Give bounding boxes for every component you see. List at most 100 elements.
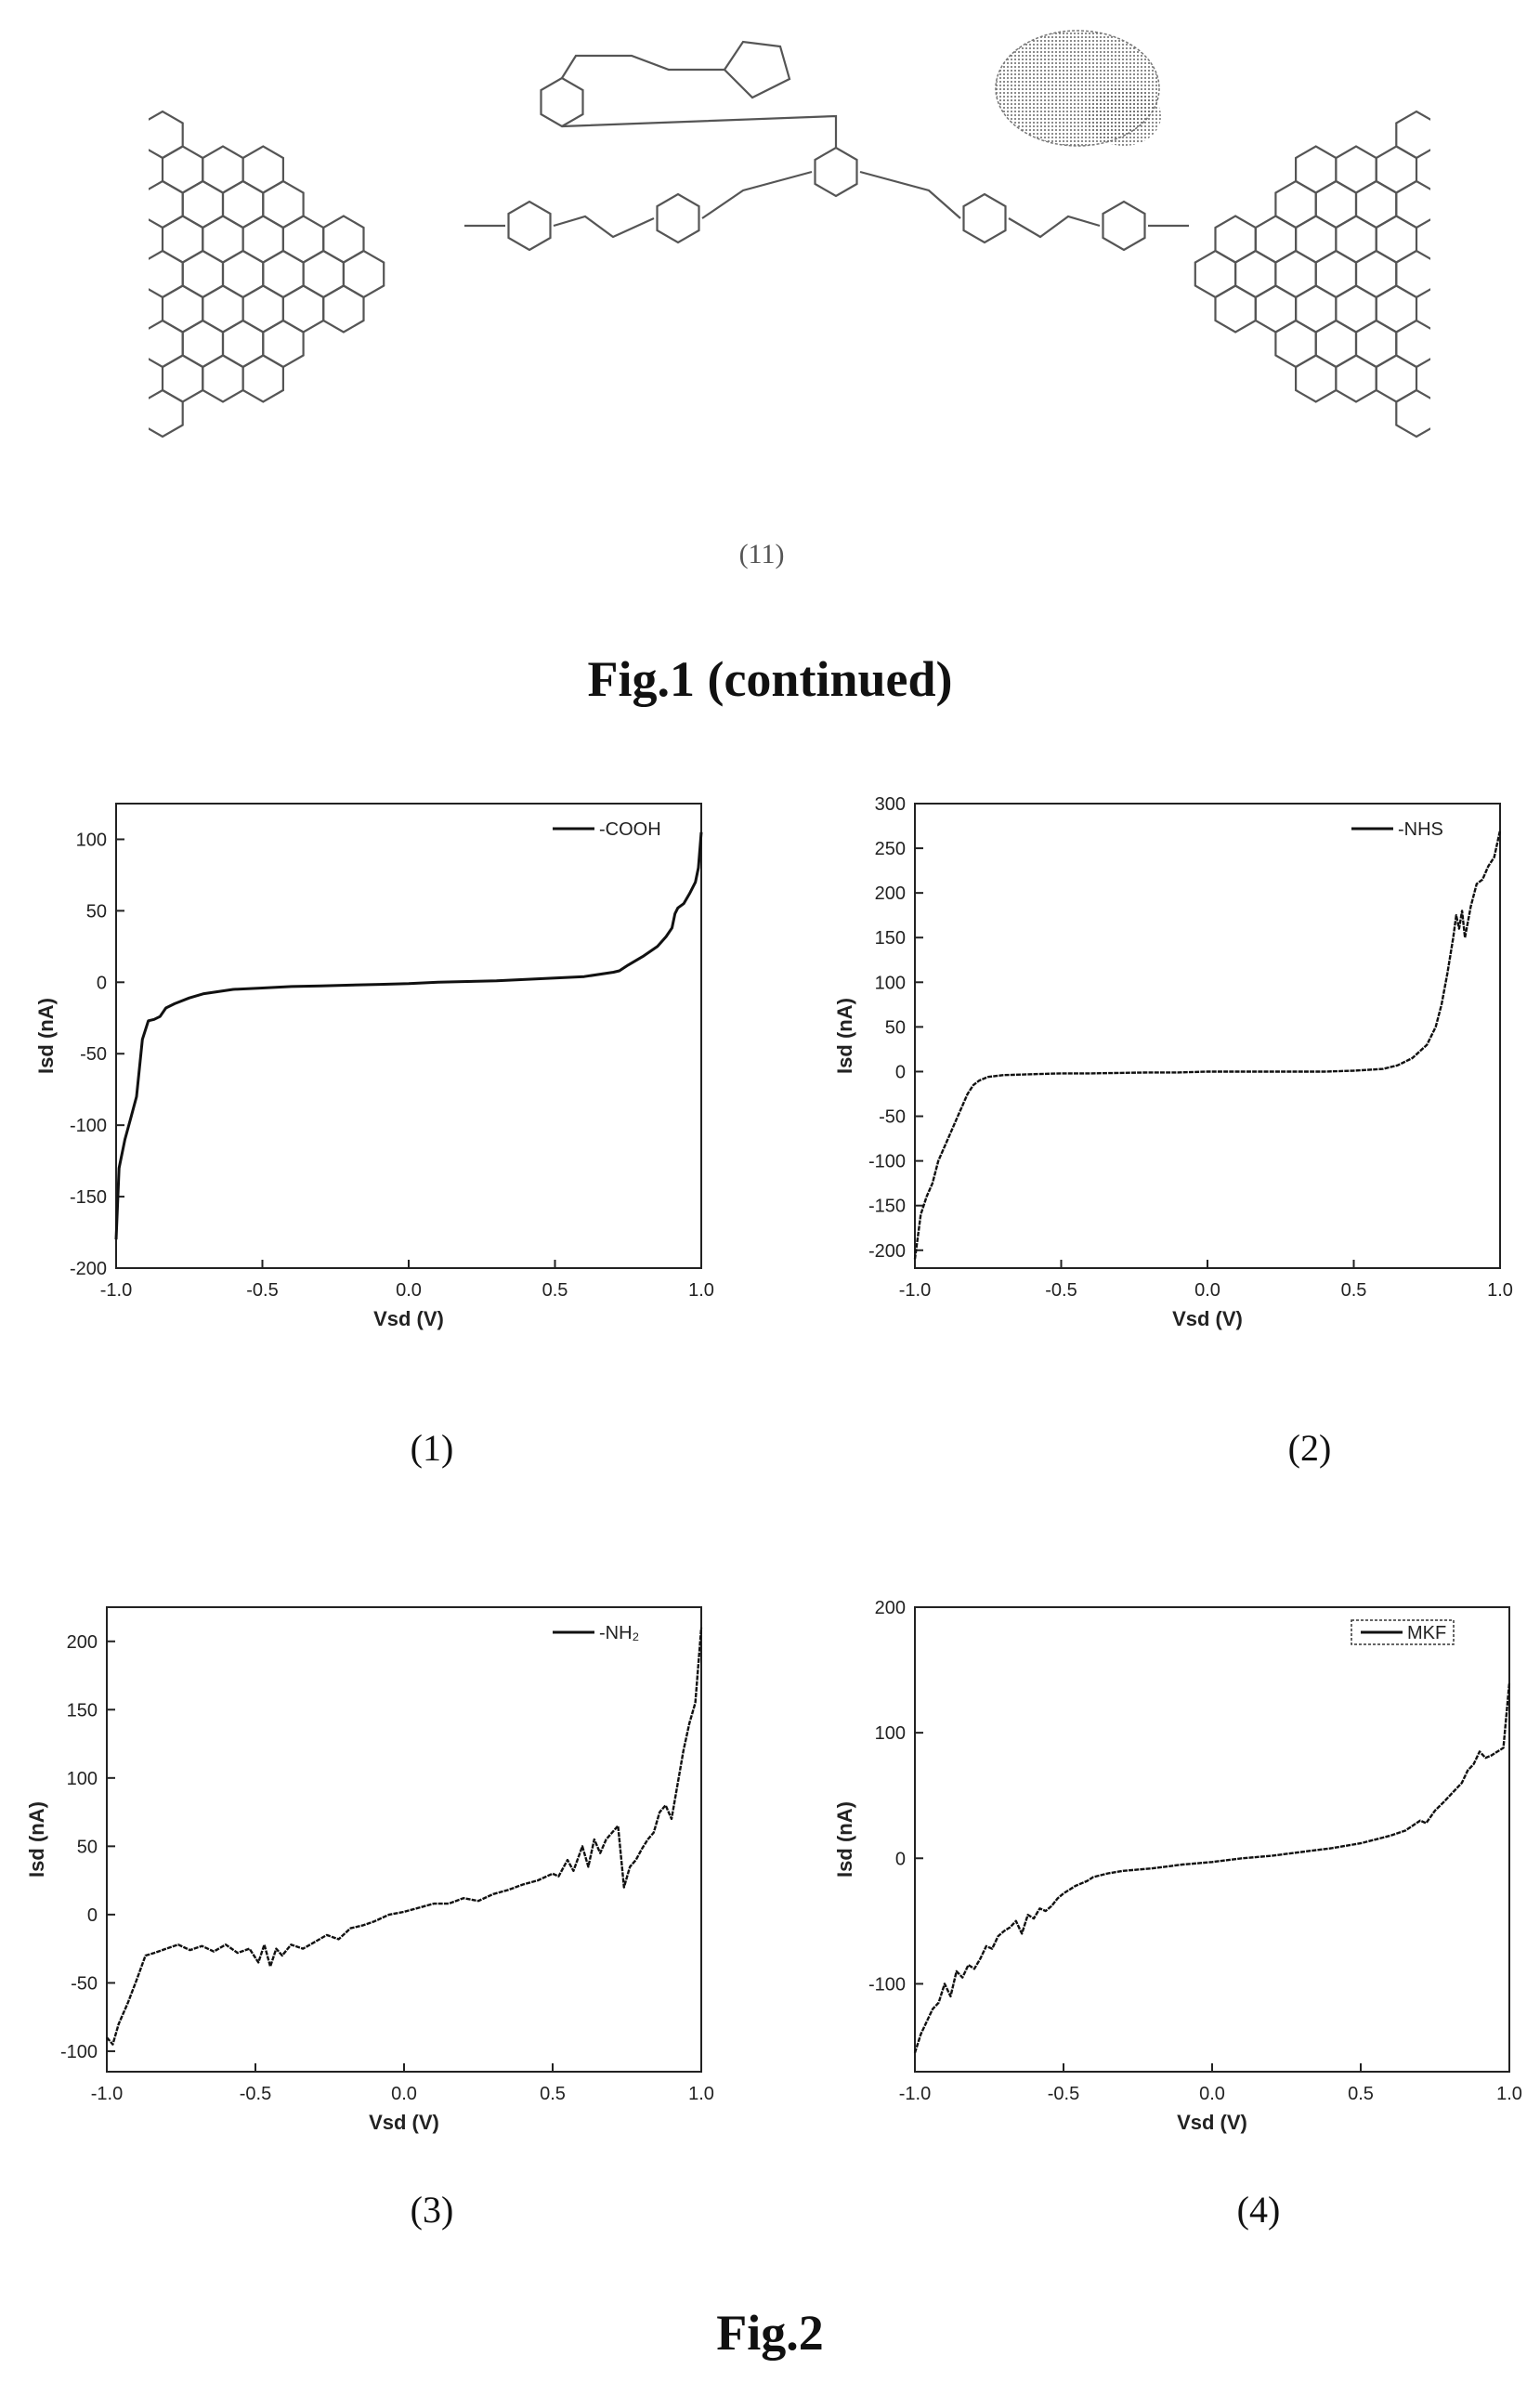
- x-tick-label: 0.5: [540, 2084, 566, 2104]
- graphene-sheet-right: [1194, 110, 1430, 438]
- graphene-sheet-left: [149, 110, 385, 438]
- y-tick-label: 100: [875, 1723, 906, 1744]
- iv-chart-1: -1.0 -0.5 0.0 0.5 1.0 -200 -150 -100 -50 0 50 100 Vs…: [34, 803, 714, 1330]
- legend-entry: MKF: [1407, 1623, 1446, 1643]
- plot-frame: [914, 803, 1501, 1269]
- aromatic-ring: [1395, 319, 1430, 369]
- x-tick-label: 1.0: [1487, 1280, 1513, 1301]
- x-tick-label: 1.0: [1496, 2084, 1522, 2104]
- aromatic-ring: [1395, 110, 1430, 160]
- y-tick-label: 0: [97, 973, 107, 993]
- iv-chart-2: -1.0 -0.5 0.0 0.5 1.0 -200 -150 -100 -50 0 50 100 15…: [833, 794, 1513, 1330]
- y-tick-label: -150: [70, 1187, 107, 1208]
- y-tick-label: -150: [868, 1197, 906, 1217]
- y-tick-label: 250: [875, 839, 906, 859]
- ether-bond: [561, 114, 838, 148]
- aromatic-ring: [149, 319, 184, 369]
- ether-bond: [701, 170, 813, 219]
- plot-frame: [106, 1606, 702, 2073]
- y-tick-label: 100: [875, 973, 906, 993]
- y-tick-label: 150: [875, 928, 906, 949]
- y-tick-label: -100: [868, 1152, 906, 1172]
- x-tick-label: -1.0: [899, 1280, 931, 1301]
- y-tick-label: -200: [868, 1241, 906, 1262]
- y-tick-label: 100: [67, 1769, 98, 1789]
- y-tick-label: 100: [76, 830, 107, 850]
- x-tick-label: 0.0: [396, 1280, 422, 1301]
- y-axis-label: Isd (nA): [833, 1801, 856, 1878]
- x-tick-label: -1.0: [100, 1280, 132, 1301]
- molecular-linker: [464, 40, 1189, 252]
- plot-frame: [914, 1606, 1510, 2073]
- y-tick-label: 200: [875, 1598, 906, 1618]
- fig1-caption: Fig.1 (continued): [587, 651, 953, 707]
- legend-entry: -COOH: [599, 819, 661, 840]
- panel-label-2: (2): [1287, 1427, 1332, 1469]
- y-tick-label: 300: [875, 794, 906, 815]
- x-tick-label: 0.0: [1194, 1280, 1220, 1301]
- y-tick-label: -100: [60, 2042, 98, 2062]
- aromatic-ring: [202, 354, 244, 403]
- x-tick-label: 1.0: [688, 1280, 714, 1301]
- alkyl-chain: [561, 54, 724, 79]
- panel-label-1: (1): [410, 1427, 454, 1469]
- y-axis-label: Isd (nA): [28, 1801, 48, 1878]
- x-tick-label: -0.5: [1045, 1280, 1077, 1301]
- iv-chart-3: -1.0 -0.5 0.0 0.5 1.0 -100 -50 0 50 100 150 200 Vsd …: [28, 1606, 714, 2134]
- legend-entry: -NH₂: [599, 1623, 639, 1643]
- x-tick-label: -0.5: [246, 1280, 278, 1301]
- benzene-ring: [540, 76, 584, 128]
- legend-box: [1351, 1619, 1455, 1645]
- benzene-ring: [814, 146, 858, 198]
- iv-chart-4: -1.0 -0.5 0.0 0.5 1.0 -100 0 100 200 Vsd (V) Isd (…: [833, 1598, 1522, 2134]
- aromatic-ring: [149, 249, 184, 299]
- chemical-structure: [149, 30, 1430, 438]
- x-tick-label: -1.0: [899, 2084, 931, 2104]
- aromatic-ring: [149, 179, 184, 229]
- x-tick-label: 0.0: [1199, 2084, 1225, 2104]
- amide-bond: [1008, 215, 1101, 239]
- y-tick-label: 50: [77, 1837, 98, 1857]
- x-tick-label: 0.5: [542, 1280, 568, 1301]
- y-axis-label: Isd (nA): [833, 998, 856, 1074]
- benzene-ring: [656, 192, 700, 244]
- y-tick-label: 200: [67, 1632, 98, 1653]
- amide-bond: [553, 215, 655, 239]
- aromatic-ring: [1395, 388, 1430, 438]
- aromatic-ring: [1335, 354, 1377, 403]
- plot-frame: [115, 803, 702, 1269]
- x-tick-label: 0.5: [1341, 1280, 1367, 1301]
- y-tick-label: 0: [895, 1849, 906, 1869]
- x-tick-label: 0.5: [1348, 2084, 1374, 2104]
- aromatic-ring: [1294, 354, 1338, 403]
- x-tick-label: -0.5: [1048, 2084, 1079, 2104]
- x-tick-label: -0.5: [240, 2084, 271, 2104]
- benzene-ring: [962, 192, 1007, 244]
- y-tick-label: -50: [879, 1107, 906, 1128]
- y-tick-label: -100: [70, 1116, 107, 1136]
- y-tick-label: -50: [71, 1973, 98, 1994]
- y-tick-label: 0: [895, 1062, 906, 1082]
- x-axis-label: Vsd (V): [373, 1307, 444, 1330]
- x-axis-label: Vsd (V): [369, 2111, 439, 2134]
- x-tick-label: 0.0: [391, 2084, 417, 2104]
- x-axis-label: Vsd (V): [1172, 1307, 1243, 1330]
- panel-label-3: (3): [410, 2189, 454, 2231]
- y-tick-label: -200: [70, 1259, 107, 1279]
- y-tick-label: -50: [80, 1044, 107, 1065]
- aromatic-ring: [241, 354, 284, 403]
- y-tick-label: 150: [67, 1700, 98, 1721]
- series-line: [114, 831, 703, 1240]
- aromatic-ring: [1395, 249, 1430, 299]
- compound-label: (11): [738, 539, 785, 569]
- panel-label-4: (4): [1236, 2189, 1281, 2231]
- succinimide-ring: [723, 40, 791, 99]
- aromatic-ring: [1395, 179, 1430, 229]
- benzene-ring: [1102, 200, 1146, 252]
- aromatic-ring: [322, 284, 365, 334]
- x-tick-label: 1.0: [688, 2084, 714, 2104]
- aromatic-ring: [1214, 284, 1257, 334]
- legend-entry: -NHS: [1398, 819, 1443, 840]
- ether-bond: [859, 170, 961, 219]
- x-axis-label: Vsd (V): [1177, 2111, 1247, 2134]
